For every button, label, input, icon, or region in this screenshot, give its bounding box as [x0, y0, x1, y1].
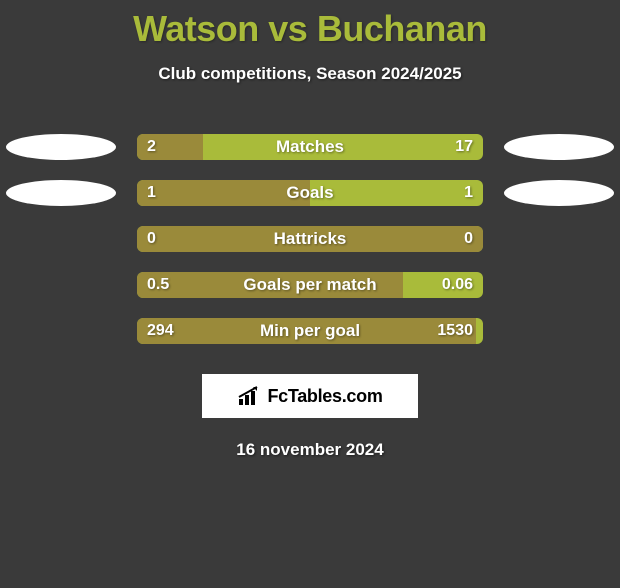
stat-value-left: 294 — [147, 318, 174, 344]
stat-value-right: 17 — [455, 134, 473, 160]
player-marker-right — [504, 134, 614, 160]
stat-bar-left-fill — [137, 318, 476, 344]
stat-value-left: 0 — [147, 226, 156, 252]
stat-row: 0.50.06Goals per match — [0, 262, 620, 308]
stat-bar-left-fill — [137, 226, 483, 252]
stat-value-left: 2 — [147, 134, 156, 160]
stat-value-right: 1530 — [437, 318, 473, 344]
stat-value-left: 0.5 — [147, 272, 169, 298]
player-marker-right — [504, 180, 614, 206]
bar-chart-arrow-icon — [237, 385, 263, 407]
site-logo[interactable]: FcTables.com — [202, 374, 418, 418]
stat-value-right: 1 — [464, 180, 473, 206]
stat-row: 2941530Min per goal — [0, 308, 620, 354]
stat-value-right: 0 — [464, 226, 473, 252]
stat-bar-left-fill — [137, 180, 310, 206]
comparison-chart: 217Matches11Goals00Hattricks0.50.06Goals… — [0, 124, 620, 354]
stat-value-right: 0.06 — [442, 272, 473, 298]
stat-bar: 2941530Min per goal — [137, 318, 483, 344]
logo-text: FcTables.com — [267, 386, 382, 407]
page-subtitle: Club competitions, Season 2024/2025 — [0, 64, 620, 84]
stat-bar: 217Matches — [137, 134, 483, 160]
player-marker-left — [6, 134, 116, 160]
stat-value-left: 1 — [147, 180, 156, 206]
stat-row: 11Goals — [0, 170, 620, 216]
stat-row: 00Hattricks — [0, 216, 620, 262]
date-text: 16 november 2024 — [0, 440, 620, 460]
stat-bar: 11Goals — [137, 180, 483, 206]
stat-row: 217Matches — [0, 124, 620, 170]
player-marker-left — [6, 180, 116, 206]
stat-bar-left-fill — [137, 272, 403, 298]
stat-bar: 00Hattricks — [137, 226, 483, 252]
page-title: Watson vs Buchanan — [0, 8, 620, 50]
stat-bar: 0.50.06Goals per match — [137, 272, 483, 298]
